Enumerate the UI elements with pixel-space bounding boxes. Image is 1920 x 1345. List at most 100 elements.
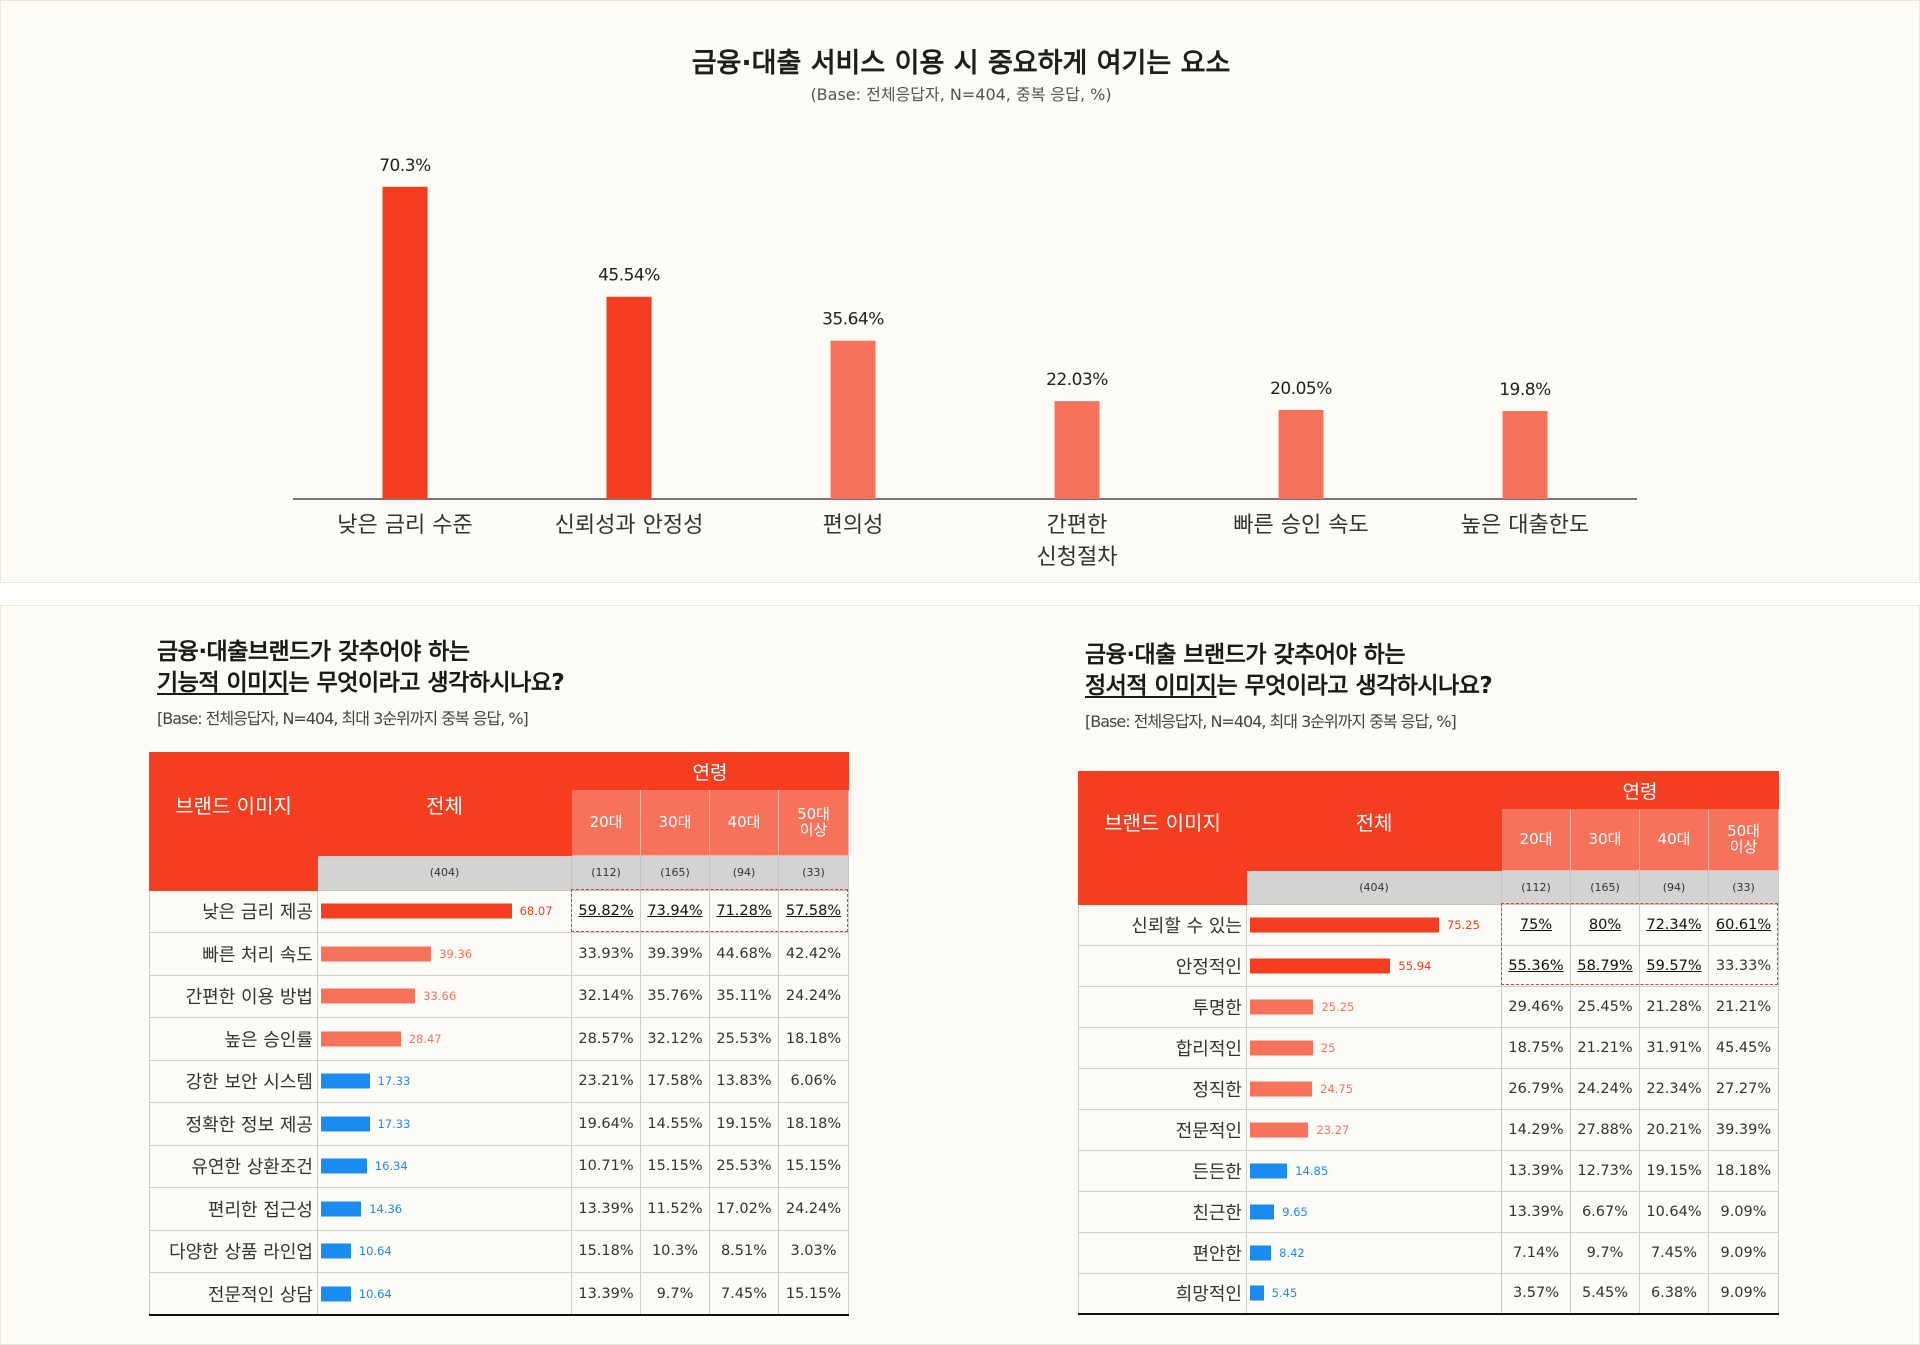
bar xyxy=(1502,411,1548,499)
header-age: 연령 xyxy=(570,752,850,790)
row-label: 강한 보안 시스템 xyxy=(149,1059,318,1103)
sample-size-age: (33) xyxy=(777,854,850,891)
functional-base-note: [Base: 전체응답자, N=404, 최대 3순위까지 중복 응답, %] xyxy=(157,709,529,728)
age-value-cell: 59.82% xyxy=(571,889,641,933)
age-value-cell: 60.61% xyxy=(1707,903,1780,946)
age-value-cell: 17.58% xyxy=(640,1059,710,1103)
bar-value-label: 22.03% xyxy=(1046,370,1108,390)
header-age-group: 20대 xyxy=(571,788,641,856)
category-tick-label: 빠른 승인 속도 xyxy=(1233,513,1368,538)
header-brand-image: 브랜드 이미지 xyxy=(1078,771,1247,871)
total-bar-value: 10.64 xyxy=(358,1286,392,1301)
row-label: 합리적인 xyxy=(1078,1026,1247,1069)
chart-title: 금융·대출 서비스 이용 시 중요하게 여기는 요소 xyxy=(691,48,1231,79)
total-bar-cell: 23.27 xyxy=(1246,1108,1502,1151)
age-value-cell: 59.57% xyxy=(1639,944,1709,987)
age-value-cell: 15.18% xyxy=(571,1229,641,1273)
emotional-base-note: [Base: 전체응답자, N=404, 최대 3순위까지 중복 응답, %] xyxy=(1085,712,1457,731)
header-age-group: 40대 xyxy=(1639,807,1709,871)
bar-value-label: 45.54% xyxy=(598,266,660,286)
total-bar-cell: 25 xyxy=(1246,1026,1502,1069)
age-value-cell: 13.39% xyxy=(571,1187,641,1231)
row-label: 간편한 이용 방법 xyxy=(149,974,318,1018)
total-bar xyxy=(321,1158,367,1174)
header-age-group: 20대 xyxy=(1501,807,1571,871)
age-value-cell: 6.67% xyxy=(1570,1190,1640,1233)
total-bar-value: 25 xyxy=(1320,1040,1336,1055)
total-bar-cell: 9.65 xyxy=(1246,1190,1502,1233)
total-bar xyxy=(1250,1245,1272,1260)
header-brand-image: 브랜드 이미지 xyxy=(149,752,318,856)
age-value-cell: 26.79% xyxy=(1501,1067,1571,1110)
bar-value-label: 20.05% xyxy=(1270,379,1332,399)
age-value-cell: 7.45% xyxy=(1639,1231,1709,1274)
age-value-cell: 7.14% xyxy=(1501,1231,1571,1274)
age-value-cell: 13.39% xyxy=(571,1272,641,1316)
category-tick-label: 높은 대출한도 xyxy=(1461,513,1589,538)
table-row: 희망적인 5.45 3.57% 5.45% 6.38% 9.09% xyxy=(1078,1272,1780,1315)
total-bar-value: 14.36 xyxy=(369,1201,403,1216)
age-value-cell: 80% xyxy=(1570,903,1640,946)
row-label: 든든한 xyxy=(1078,1149,1247,1192)
total-bar xyxy=(321,1201,362,1217)
age-value-cell: 33.93% xyxy=(571,932,641,976)
age-value-cell: 18.18% xyxy=(777,1102,850,1146)
header-brand-filler xyxy=(1078,869,1247,905)
total-bar-value: 68.07 xyxy=(519,904,553,919)
total-bar xyxy=(1250,1285,1264,1301)
age-value-cell: 18.75% xyxy=(1501,1026,1571,1069)
bar xyxy=(1054,401,1100,499)
sample-size-age: (33) xyxy=(1707,869,1780,905)
age-value-cell: 35.76% xyxy=(640,974,710,1018)
total-bar xyxy=(321,903,512,919)
total-bar-cell: 68.07 xyxy=(317,889,572,933)
age-value-cell: 18.18% xyxy=(1707,1149,1780,1192)
age-value-cell: 6.38% xyxy=(1639,1272,1709,1315)
category-tick-label: 편의성 xyxy=(823,513,884,538)
total-bar xyxy=(1250,917,1439,932)
age-value-cell: 57.58% xyxy=(777,889,850,933)
header-age-group: 50대 이상 xyxy=(777,788,850,856)
row-label: 친근한 xyxy=(1078,1190,1247,1233)
age-value-cell: 35.11% xyxy=(709,974,779,1018)
table-row: 높은 승인률 28.47 28.57% 32.12% 25.53% 18.18% xyxy=(149,1017,850,1061)
total-bar-cell: 14.85 xyxy=(1246,1149,1502,1192)
age-value-cell: 42.42% xyxy=(777,932,850,976)
age-value-cell: 13.39% xyxy=(1501,1149,1571,1192)
row-label: 편리한 접근성 xyxy=(149,1187,318,1231)
category-tick-label: 낮은 금리 수준 xyxy=(337,513,472,538)
row-label: 높은 승인률 xyxy=(149,1017,318,1061)
age-value-cell: 27.27% xyxy=(1707,1067,1780,1110)
table-row: 정확한 정보 제공 17.33 19.64% 14.55% 19.15% 18.18% xyxy=(149,1102,850,1146)
age-value-cell: 15.15% xyxy=(640,1144,710,1188)
row-label: 정확한 정보 제공 xyxy=(149,1102,318,1146)
row-label: 다양한 상품 라인업 xyxy=(149,1229,318,1273)
row-label: 편안한 xyxy=(1078,1231,1247,1274)
header-age-group: 50대 이상 xyxy=(1707,807,1780,871)
age-value-cell: 19.15% xyxy=(1639,1149,1709,1192)
age-value-cell: 14.29% xyxy=(1501,1108,1571,1151)
table-row: 유연한 상환조건 16.34 10.71% 15.15% 25.53% 15.15% xyxy=(149,1144,850,1188)
row-label: 유연한 상환조건 xyxy=(149,1144,318,1188)
age-value-cell: 23.21% xyxy=(571,1059,641,1103)
total-bar-value: 16.34 xyxy=(374,1159,408,1174)
age-value-cell: 18.18% xyxy=(777,1017,850,1061)
bar-value-label: 70.3% xyxy=(379,156,431,176)
sample-size-age: (112) xyxy=(1501,869,1571,905)
header-total: 전체 xyxy=(1246,771,1502,871)
age-value-cell: 27.88% xyxy=(1570,1108,1640,1151)
age-value-cell: 22.34% xyxy=(1639,1067,1709,1110)
table-row: 안정적인 55.94 55.36% 58.79% 59.57% 33.33% xyxy=(1078,944,1780,987)
total-bar-value: 33.66 xyxy=(423,989,457,1004)
total-bar-value: 14.85 xyxy=(1295,1163,1329,1178)
header-age-group: 30대 xyxy=(640,788,710,856)
table-row: 투명한 25.25 29.46% 25.45% 21.28% 21.21% xyxy=(1078,985,1780,1028)
header-age-group: 40대 xyxy=(709,788,779,856)
row-label: 투명한 xyxy=(1078,985,1247,1028)
table-row: 신뢰할 수 있는 75.25 75% 80% 72.34% 60.61% xyxy=(1078,903,1780,946)
total-bar-cell: 16.34 xyxy=(317,1144,572,1188)
total-bar-value: 17.33 xyxy=(377,1074,411,1089)
table-row: 빠른 처리 속도 39.36 33.93% 39.39% 44.68% 42.42% xyxy=(149,932,850,976)
age-value-cell: 21.28% xyxy=(1639,985,1709,1028)
total-bar xyxy=(1250,1122,1309,1137)
